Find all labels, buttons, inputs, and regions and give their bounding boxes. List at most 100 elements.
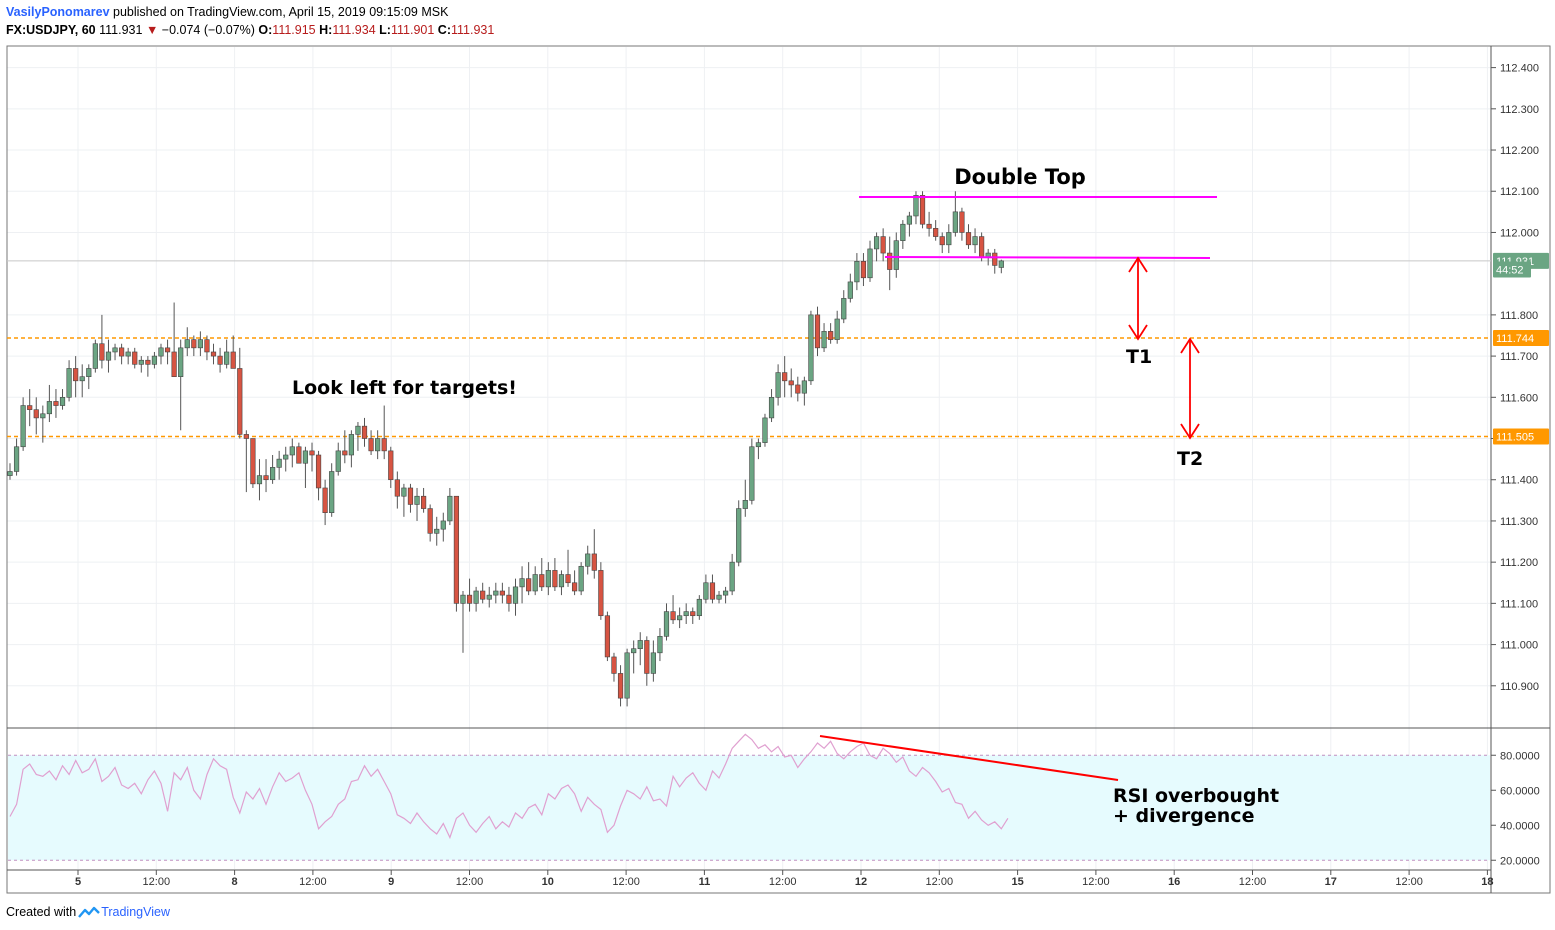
candle bbox=[480, 582, 486, 604]
candle bbox=[532, 566, 538, 596]
candle bbox=[959, 207, 965, 241]
candle bbox=[447, 487, 453, 526]
candle bbox=[66, 360, 72, 402]
price-label-box bbox=[1493, 261, 1531, 278]
candle-body-up bbox=[736, 508, 742, 563]
candle-body-down bbox=[427, 508, 433, 534]
candle-body-up bbox=[696, 598, 702, 617]
candle-body-up bbox=[105, 351, 112, 361]
t1-arrow bbox=[1128, 256, 1148, 341]
candle-body-up bbox=[578, 565, 584, 592]
candle-body-down bbox=[919, 195, 926, 225]
candle-body-up bbox=[893, 240, 899, 270]
candle bbox=[801, 376, 807, 406]
candle-body-down bbox=[237, 368, 243, 435]
candle-body-down bbox=[571, 582, 578, 592]
candle bbox=[900, 220, 906, 249]
candle bbox=[854, 253, 860, 291]
price-tick-label: 112.000 bbox=[1500, 227, 1539, 239]
candle-body-down bbox=[690, 611, 696, 617]
author-link[interactable]: VasilyPonomarev bbox=[6, 5, 110, 19]
candle bbox=[808, 310, 814, 385]
candle bbox=[782, 356, 788, 398]
candle bbox=[132, 347, 138, 369]
candle bbox=[992, 248, 998, 274]
candle-body-down bbox=[617, 673, 624, 699]
candle bbox=[552, 558, 558, 591]
candle bbox=[243, 430, 249, 493]
candle bbox=[204, 335, 210, 361]
candle-body-down bbox=[315, 454, 322, 489]
time-tick-label: 10 bbox=[542, 876, 554, 888]
candle-body-up bbox=[775, 372, 781, 398]
candle bbox=[933, 220, 939, 241]
candle-body-up bbox=[808, 314, 814, 382]
price-axis[interactable]: 112.400 112.300 112.200 112.100 112.000 111.8… bbox=[1491, 63, 1540, 868]
candle bbox=[795, 376, 801, 402]
candle-body-up bbox=[7, 471, 13, 476]
candle-body-up bbox=[269, 467, 276, 481]
candle-body-down bbox=[965, 232, 972, 246]
candle bbox=[283, 446, 289, 472]
rsi-tick-label: 80.0000 bbox=[1500, 750, 1540, 762]
candle bbox=[644, 636, 650, 686]
candle bbox=[683, 603, 689, 624]
candle bbox=[545, 562, 551, 596]
time-tick-label: 8 bbox=[232, 876, 238, 888]
tradingview-link[interactable]: TradingView bbox=[101, 905, 170, 919]
rsi-tick-label: 40.0000 bbox=[1500, 820, 1540, 832]
candle bbox=[125, 347, 131, 365]
candle bbox=[526, 562, 532, 596]
candle-body-down bbox=[210, 351, 217, 357]
candle bbox=[250, 438, 256, 488]
t2-label: T2 bbox=[1177, 448, 1203, 470]
candle bbox=[309, 442, 315, 472]
candle-body-up bbox=[558, 574, 565, 588]
candle bbox=[828, 323, 834, 344]
candle bbox=[657, 628, 663, 662]
chart-grid bbox=[7, 47, 1491, 869]
price-tick-label: 111.800 bbox=[1500, 310, 1538, 322]
candle-body-up bbox=[998, 260, 1004, 268]
candle bbox=[427, 504, 433, 542]
candle-body-down bbox=[145, 359, 151, 365]
t1-label: T1 bbox=[1126, 346, 1152, 368]
candle bbox=[998, 259, 1004, 274]
candle-body-up bbox=[873, 236, 880, 250]
candle bbox=[460, 591, 466, 653]
candle-body-up bbox=[854, 261, 860, 283]
candle bbox=[637, 632, 643, 666]
published-text: published on TradingView.com, April 15, … bbox=[113, 5, 449, 19]
double-top-lower-line bbox=[884, 256, 1211, 259]
candle bbox=[151, 351, 158, 369]
support-levels bbox=[7, 260, 1491, 438]
candle bbox=[729, 553, 735, 596]
candle-body-down bbox=[604, 615, 611, 658]
time-tick-label: 9 bbox=[388, 876, 394, 888]
candle bbox=[407, 483, 414, 513]
low-label: L: bbox=[379, 23, 391, 37]
time-tick-label: 15 bbox=[1011, 876, 1023, 888]
candle-body-down bbox=[926, 223, 932, 229]
candle bbox=[841, 290, 847, 324]
candle-body-up bbox=[703, 582, 709, 600]
time-axis[interactable]: 5 12:00 8 12:00 9 12:00 10 12:00 11 12:00 12 12:00 1… bbox=[75, 870, 1494, 888]
candle-body-down bbox=[250, 438, 256, 485]
candle bbox=[821, 323, 827, 352]
candle-body-down bbox=[598, 570, 604, 617]
candle bbox=[112, 343, 118, 361]
candle bbox=[670, 595, 676, 624]
last-price: 111.931 bbox=[99, 23, 143, 37]
candle bbox=[466, 578, 473, 612]
candle bbox=[289, 438, 295, 468]
candle-body-up bbox=[335, 450, 341, 472]
candle bbox=[46, 384, 52, 423]
time-tick-label: 12:00 bbox=[143, 876, 171, 888]
candle bbox=[210, 343, 217, 365]
footer: Created with TradingView bbox=[6, 904, 170, 920]
candle-body-down bbox=[933, 228, 939, 237]
candle-body-down bbox=[591, 553, 597, 571]
rsi-annotation-line2: + divergence bbox=[1113, 805, 1254, 827]
candle bbox=[473, 586, 479, 612]
